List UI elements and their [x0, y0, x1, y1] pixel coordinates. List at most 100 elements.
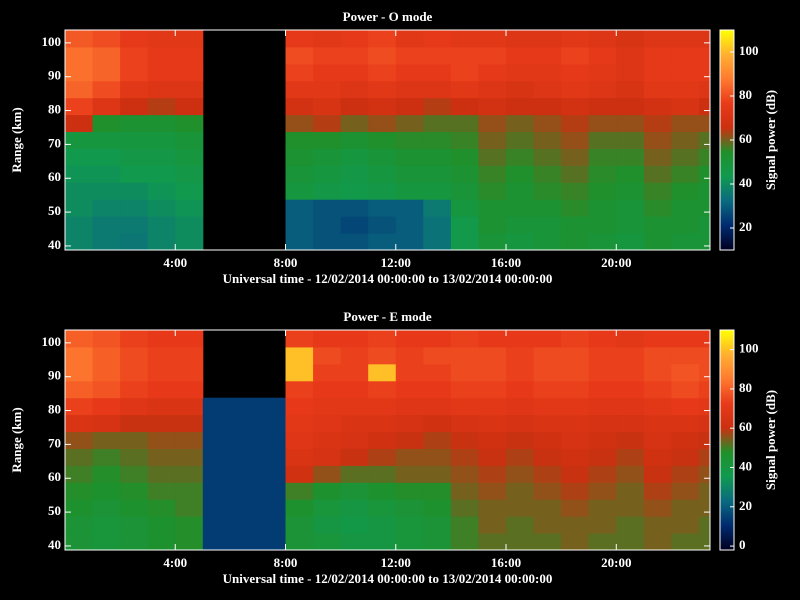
cell — [92, 199, 121, 217]
cell — [65, 499, 94, 517]
cell — [561, 465, 590, 483]
cell — [175, 499, 204, 517]
cell — [340, 346, 369, 365]
cell — [395, 397, 424, 416]
cell — [533, 397, 562, 416]
cell — [147, 46, 176, 65]
cell — [506, 516, 535, 534]
cell — [561, 148, 590, 166]
cell — [368, 199, 397, 217]
cell — [147, 165, 176, 183]
cell — [340, 165, 369, 183]
cell — [120, 97, 149, 116]
cell — [561, 414, 590, 433]
cell — [643, 397, 672, 416]
y-tick-label: 60 — [48, 469, 61, 484]
cell — [671, 431, 700, 449]
cell — [175, 516, 204, 534]
cell — [450, 182, 479, 200]
cell — [147, 465, 176, 483]
cell — [698, 380, 711, 399]
cell — [340, 482, 369, 500]
cell — [147, 199, 176, 217]
cell — [395, 414, 424, 433]
cell — [202, 465, 231, 483]
y-tick-label: 80 — [48, 402, 61, 417]
cell — [561, 448, 590, 466]
cell — [340, 499, 369, 517]
cell — [478, 465, 507, 483]
cell — [561, 131, 590, 149]
cell — [616, 199, 645, 217]
plot-frame — [64, 29, 711, 251]
cell — [616, 148, 645, 166]
cell — [202, 397, 231, 416]
cell — [285, 380, 314, 399]
cell — [450, 397, 479, 416]
cell — [120, 182, 149, 200]
cell — [147, 448, 176, 466]
cell — [285, 148, 314, 166]
cell — [533, 431, 562, 449]
x-axis-label: Universal time - 12/02/2014 00:00:00 to … — [223, 571, 553, 586]
colorbar-tick-label: 100 — [739, 43, 759, 58]
cell — [561, 199, 590, 217]
cell — [285, 182, 314, 200]
cell — [175, 148, 204, 166]
cell — [313, 380, 342, 399]
cell — [450, 363, 479, 382]
cell — [120, 346, 149, 365]
cell — [450, 30, 479, 48]
cell — [588, 363, 617, 382]
cell — [450, 448, 479, 466]
cell — [643, 80, 672, 99]
cell — [671, 114, 700, 133]
cell — [65, 97, 94, 116]
cell — [395, 346, 424, 365]
cell — [395, 30, 424, 48]
cell — [643, 182, 672, 200]
x-tick-label: 12:00 — [381, 555, 411, 570]
cell — [175, 233, 204, 251]
x-tick-label: 4:00 — [163, 255, 187, 270]
cell — [450, 216, 479, 234]
cell — [478, 330, 507, 348]
cell — [65, 431, 94, 449]
y-tick-label: 50 — [48, 203, 61, 218]
x-tick-label: 4:00 — [163, 555, 187, 570]
cell — [120, 330, 149, 348]
y-tick-label: 70 — [48, 435, 61, 450]
cell — [423, 482, 452, 500]
colorbar-tick-label: 100 — [739, 341, 759, 356]
cell — [368, 97, 397, 116]
cell — [671, 533, 700, 551]
cell — [588, 533, 617, 551]
cell — [257, 448, 287, 466]
cell — [313, 148, 342, 166]
cell — [506, 346, 535, 365]
cell — [423, 363, 452, 382]
cell — [533, 63, 562, 82]
cell — [340, 30, 369, 48]
cell — [92, 482, 121, 500]
cell — [506, 30, 535, 48]
cell — [285, 533, 314, 551]
cell — [533, 199, 562, 217]
cell — [478, 182, 507, 200]
cell — [92, 431, 121, 449]
cell — [450, 330, 479, 348]
cell — [588, 233, 617, 251]
colorbar-label: Signal power (dB) — [763, 90, 778, 190]
cell — [643, 414, 672, 433]
y-tick-label: 90 — [48, 368, 61, 383]
cell — [65, 482, 94, 500]
cell — [616, 499, 645, 517]
chart-title: Power - O mode — [343, 9, 433, 24]
cell — [147, 233, 176, 251]
cell — [368, 346, 397, 365]
cell — [423, 97, 452, 116]
cell — [533, 97, 562, 116]
cell — [92, 448, 121, 466]
cell — [478, 148, 507, 166]
